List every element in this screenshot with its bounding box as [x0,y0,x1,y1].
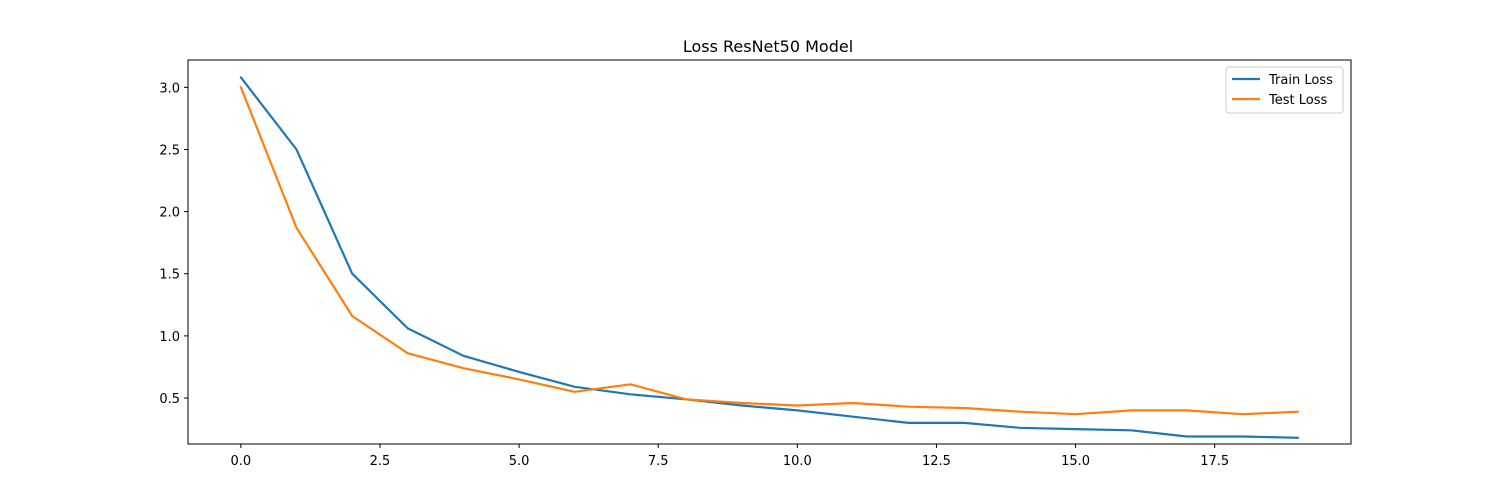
series-line-train-loss [239,76,1300,439]
y-tick-label: 1.0 [159,330,180,345]
plot-area [187,59,1352,445]
x-axis: 0.0 2.5 5.0 7.5 10.0 12.5 15.0 17.5 [231,444,1229,469]
legend: Train Loss Test Loss [1225,66,1344,114]
y-tick-label: 2.0 [159,206,180,221]
y-tick-label: 3.0 [159,81,180,96]
y-tick-label: 1.5 [159,268,180,283]
series-line-test-loss [239,86,1300,416]
x-tick-label: 17.5 [1200,454,1229,469]
y-tick-label: 0.5 [159,392,180,407]
x-tick-label: 2.5 [370,454,391,469]
series-lines [239,76,1300,439]
x-tick-label: 5.0 [509,454,530,469]
y-axis: 0.5 1.0 1.5 2.0 2.5 3.0 [159,81,188,407]
legend-label: Test Loss [1268,93,1327,108]
x-tick-label: 7.5 [648,454,669,469]
chart-title: Loss ResNet50 Model [683,37,853,56]
x-tick-label: 12.5 [922,454,951,469]
legend-label: Train Loss [1268,73,1333,88]
x-tick-label: 0.0 [231,454,252,469]
x-tick-label: 15.0 [1061,454,1090,469]
x-tick-label: 10.0 [783,454,812,469]
y-tick-label: 2.5 [159,143,180,158]
